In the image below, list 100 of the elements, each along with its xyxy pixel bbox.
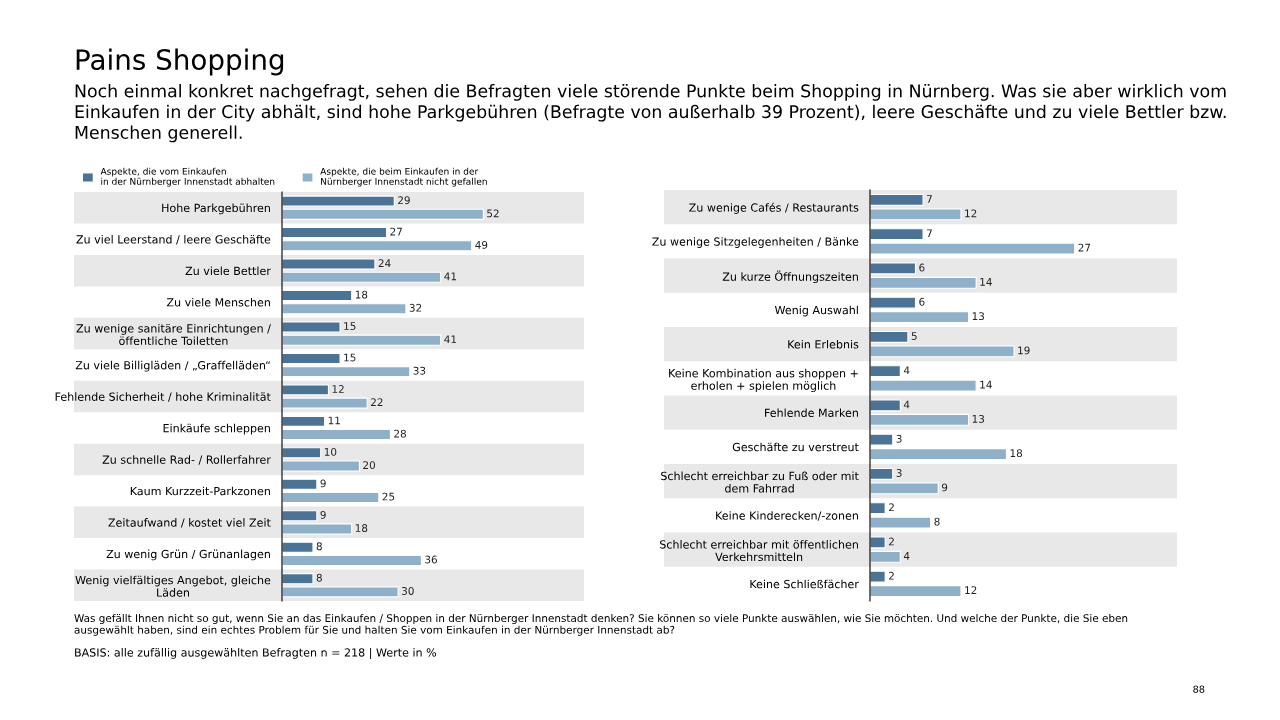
- data-label: 27: [1078, 243, 1091, 252]
- data-label: 20: [363, 461, 376, 470]
- y-tick-label: Zu viele Bettler: [185, 266, 271, 276]
- text: Noch einmal konkret nachgefragt, sehen die Befragten viele störende Punkte beim Shopping in Nürnberg. Was sie aber wirklich vom Einkaufen in der City abhält, sind hohe Parkgebühren (Befragte von außerhalb 39 Prozent), leere Geschäfte und zu viele Bettler bzw. Menschen generell.: [75, 84, 1226, 143]
- bar: [282, 303, 407, 315]
- bar: [870, 467, 894, 480]
- y-tick-label: Einkäufe schleppen: [163, 423, 270, 435]
- bar: [282, 208, 484, 220]
- y-tick-label: Schlecht erreichbar mit öffentlichen Verkehrsmitteln: [660, 540, 858, 562]
- y-tick-label: Fehlende Marken: [765, 408, 858, 417]
- data-label: 30: [401, 587, 414, 595]
- data-label: 14: [980, 278, 992, 286]
- y-tick-label: Zu schnelle Rad- / Rollerfahrer: [102, 455, 271, 465]
- data-label: 18: [355, 290, 368, 299]
- y-tick-label: Zu kurze Öffnungszeiten: [722, 270, 858, 283]
- bar: [870, 482, 939, 495]
- text: 88: [1193, 685, 1205, 693]
- bar: [870, 536, 886, 549]
- bar: [870, 330, 909, 343]
- bar: [870, 448, 1007, 461]
- data-label: 12: [965, 209, 977, 218]
- y-tick-label: Keine Kombination aus shoppen + erholen + spielen möglich: [669, 368, 858, 392]
- bar: [870, 550, 901, 563]
- data-label: 49: [475, 240, 488, 249]
- bar: [870, 365, 901, 378]
- data-label: 52: [487, 209, 499, 218]
- data-label: 29: [398, 196, 410, 205]
- bar: [870, 193, 924, 206]
- data-label: 2: [888, 537, 894, 546]
- data-label: 9: [320, 510, 326, 519]
- data-label: 9: [320, 479, 326, 488]
- y-tick-label: Schlecht erreichbar zu Fuß oder mit dem Fahrrad: [661, 471, 859, 493]
- bar: [282, 428, 391, 441]
- data-label: 2: [888, 571, 894, 580]
- bar: [282, 226, 388, 239]
- bar: [870, 262, 917, 275]
- bar: [282, 415, 326, 427]
- data-label: 15: [344, 322, 356, 330]
- bar: [282, 271, 442, 283]
- data-label: 18: [1010, 449, 1023, 458]
- bar: [282, 321, 341, 333]
- bar: [870, 502, 886, 515]
- data-label: 33: [413, 366, 426, 375]
- bar: [282, 352, 341, 365]
- data-label: 4: [903, 400, 910, 409]
- y-tick-label: Kein Erlebnis: [788, 339, 859, 349]
- bar: [282, 366, 411, 378]
- bar: [282, 541, 314, 553]
- bar: [282, 258, 376, 270]
- bar: [870, 413, 970, 426]
- data-label: 41: [444, 335, 457, 344]
- bar: [282, 510, 318, 522]
- data-label: 36: [425, 555, 437, 564]
- data-label: 24: [378, 259, 391, 267]
- bar: [870, 276, 977, 289]
- bar: [870, 516, 932, 529]
- bar: [282, 491, 380, 504]
- data-label: 25: [382, 492, 395, 501]
- bar: [282, 478, 318, 490]
- bar: [282, 195, 395, 207]
- bar: [282, 586, 399, 598]
- data-label: 15: [344, 353, 356, 362]
- data-label: 22: [370, 398, 383, 406]
- data-label: 28: [394, 429, 406, 438]
- text: Was gefällt Ihnen nicht so gut, wenn Sie an das Einkaufen / Shoppen in der Nürnberger Innenstadt denken? Sie können so viele Punkte auswählen, wie Sie möchten. Und welche der Punkte, die Sie eben ausgewählt haben, sind ein echtes Problem für Sie und halten Sie vom Einkaufen in der Nürnberger Innenstadt ab?: [74, 614, 1128, 636]
- y-tick-label: Zu wenig Grün / Grünanlagen: [106, 549, 270, 561]
- data-label: 13: [972, 312, 985, 321]
- y-tick-label: Keine Schließfächer: [750, 579, 859, 589]
- y-tick-label: Zu wenige Sitzgelegenheiten / Bänke: [652, 237, 859, 248]
- bar: [870, 242, 1076, 255]
- bar: [870, 585, 962, 598]
- data-label: 12: [332, 385, 344, 393]
- data-label: 9: [941, 483, 948, 492]
- data-label: 32: [409, 303, 422, 312]
- y-tick-label: Wenig Auswahl: [774, 305, 858, 317]
- data-label: 7: [926, 195, 932, 203]
- data-label: 4: [903, 366, 910, 375]
- bar: [870, 570, 886, 583]
- data-label: 18: [355, 524, 368, 532]
- y-tick-label: Zu viel Leerstand / leere Geschäfte: [76, 234, 271, 245]
- y-tick-label: Keine Kinderecken/-zonen: [716, 511, 858, 521]
- data-label: 27: [390, 227, 402, 236]
- bar: [870, 311, 970, 324]
- bar: [282, 523, 353, 535]
- data-label: 19: [1018, 346, 1030, 355]
- bar: [282, 554, 422, 567]
- data-label: 41: [444, 272, 457, 281]
- data-label: 5: [911, 332, 917, 340]
- data-label: 6: [919, 263, 925, 272]
- bar: [870, 208, 962, 221]
- data-label: 14: [980, 380, 992, 389]
- data-label: 8: [316, 542, 322, 551]
- data-label: 2: [888, 503, 894, 512]
- data-label: 11: [328, 416, 340, 425]
- data-label: 4: [903, 552, 910, 560]
- bar: [870, 399, 901, 412]
- data-label: 7: [926, 229, 932, 238]
- text: BASIS: alle zufällig ausgewählten Befragten n = 218 | Werte in %: [75, 648, 437, 660]
- data-label: 12: [965, 586, 977, 594]
- bar: [870, 379, 977, 392]
